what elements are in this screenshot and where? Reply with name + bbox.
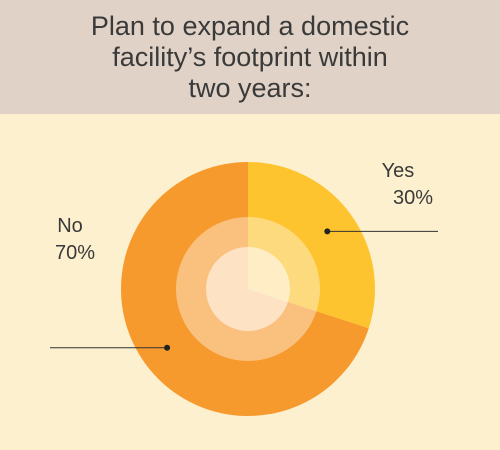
title-banner: Plan to expand a domestic facility’s foo… <box>0 0 500 114</box>
slice-value-no: 70% <box>55 242 95 264</box>
slice-label-no: No <box>57 215 83 237</box>
leader-lines <box>50 228 438 351</box>
title-line-2: facility’s footprint within <box>112 42 388 72</box>
slice-value-yes: 30% <box>393 187 433 209</box>
leader-yes-dot <box>324 228 331 235</box>
chart-title: Plan to expand a domestic facility’s foo… <box>30 11 470 104</box>
title-line-3: two years: <box>188 73 312 103</box>
slice-label-yes: Yes <box>382 160 415 182</box>
title-line-1: Plan to expand a domestic <box>90 11 410 41</box>
leader-no-dot <box>164 344 171 351</box>
inner-rings <box>176 217 320 361</box>
inner-core <box>206 247 290 331</box>
donut-chart: Yes 30% No 70% <box>50 160 438 417</box>
